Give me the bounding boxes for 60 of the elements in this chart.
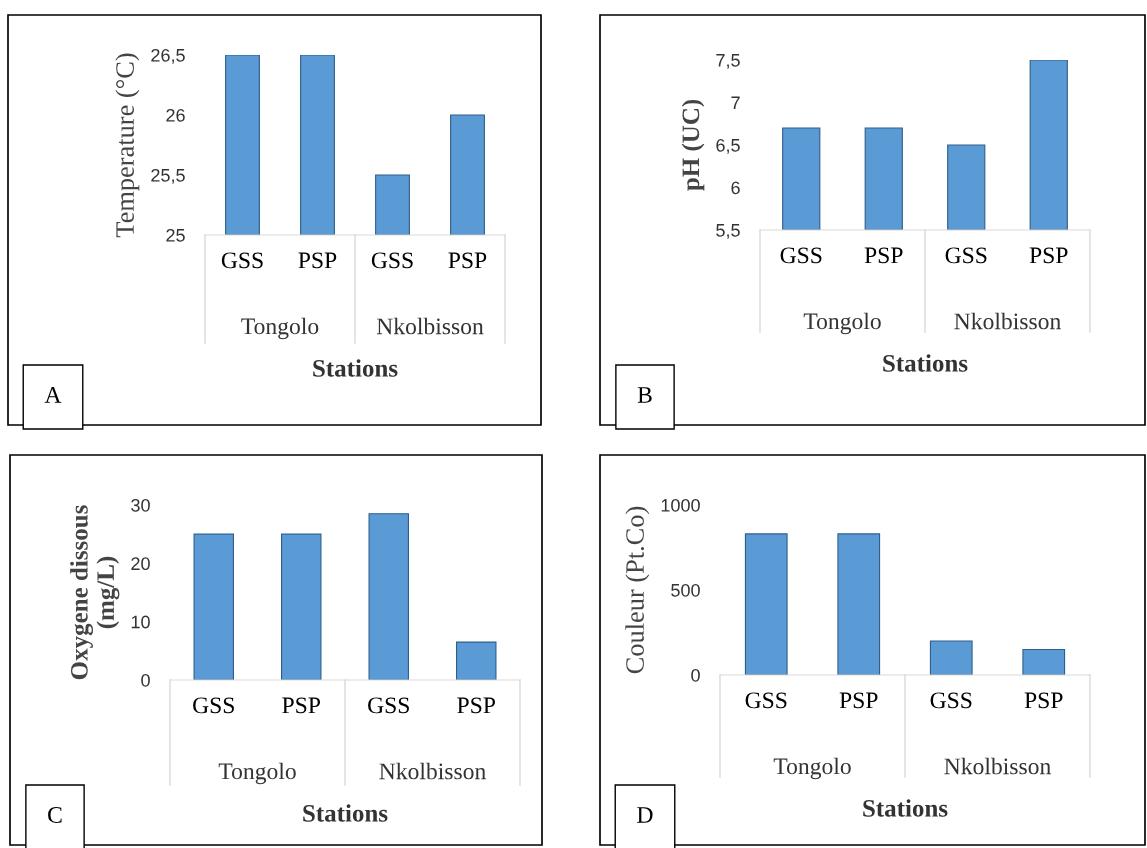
- text: Nkolbisson: [944, 757, 1051, 775]
- y-tick-label: 1000: [661, 498, 700, 512]
- text: Nkolbisson: [954, 312, 1061, 330]
- y-tick-label: 6,5: [716, 138, 740, 154]
- x-axis-title: Stations: [313, 359, 398, 377]
- y-axis-title: Oxygene dissous (mg/L): [70, 505, 120, 680]
- text: Tongolo: [773, 757, 851, 780]
- x-tick-label: GSS: [193, 697, 234, 714]
- x-tick-label: PSP: [298, 252, 337, 269]
- text: B: [637, 387, 652, 403]
- x-axis-title: Stations: [883, 354, 968, 372]
- y-tick-label: 500: [671, 583, 700, 597]
- x-tick-label: GSS: [745, 692, 787, 709]
- x-tick-label: PSP: [1024, 692, 1063, 709]
- bar: [193, 533, 234, 680]
- text: D: [637, 807, 653, 823]
- x-tick-label: GSS: [368, 697, 409, 714]
- text: Tongolo: [803, 312, 881, 335]
- y-tick-label: 7: [731, 96, 740, 110]
- bar: [837, 533, 881, 675]
- y-tick-label: 26: [166, 108, 185, 122]
- text: C: [48, 807, 62, 823]
- y-tick-label: 25,5: [151, 168, 185, 184]
- y-tick-label: 25: [166, 228, 185, 242]
- y-axis-title: pH (UC): [681, 99, 705, 191]
- bar: [368, 513, 409, 680]
- y-tick-label: 5,5: [716, 224, 740, 239]
- text: A: [44, 387, 62, 403]
- y-tick-label: 26,5: [151, 48, 185, 64]
- x-axis-title: Stations: [863, 799, 948, 817]
- x-tick-label: GSS: [780, 247, 822, 264]
- x-tick-label: PSP: [1029, 247, 1068, 264]
- x-tick-label: PSP: [864, 247, 903, 264]
- y-tick-label: 30: [131, 498, 150, 512]
- y-axis-title: Couleur (Pt.Co): [625, 506, 650, 674]
- x-tick-label: GSS: [371, 252, 413, 269]
- text: Nkolbisson: [376, 317, 484, 335]
- bar: [281, 533, 322, 680]
- x-tick-label: GSS: [930, 692, 972, 709]
- bar: [1022, 648, 1066, 675]
- text: Tongolo: [218, 762, 296, 785]
- y-tick-label: 0: [141, 673, 150, 687]
- x-tick-label: PSP: [282, 697, 320, 714]
- y-tick-label: 20: [131, 557, 150, 571]
- bar: [929, 640, 973, 675]
- y-tick-label: 7,5: [716, 54, 740, 69]
- x-tick-label: GSS: [221, 252, 263, 269]
- text: Nkolbisson: [379, 762, 486, 780]
- x-tick-label: GSS: [945, 247, 987, 264]
- y-tick-label: 0: [691, 668, 700, 682]
- bar: [744, 533, 788, 675]
- y-axis-title: Temperature (°C): [115, 53, 140, 238]
- x-tick-label: PSP: [448, 252, 487, 269]
- x-tick-label: PSP: [457, 697, 495, 714]
- bar: [456, 641, 497, 680]
- y-tick-label: 10: [131, 615, 150, 629]
- y-tick-label: 6: [731, 181, 740, 195]
- text: Tongolo: [241, 317, 319, 340]
- x-tick-label: PSP: [839, 692, 878, 709]
- x-axis-title: Stations: [303, 804, 388, 822]
